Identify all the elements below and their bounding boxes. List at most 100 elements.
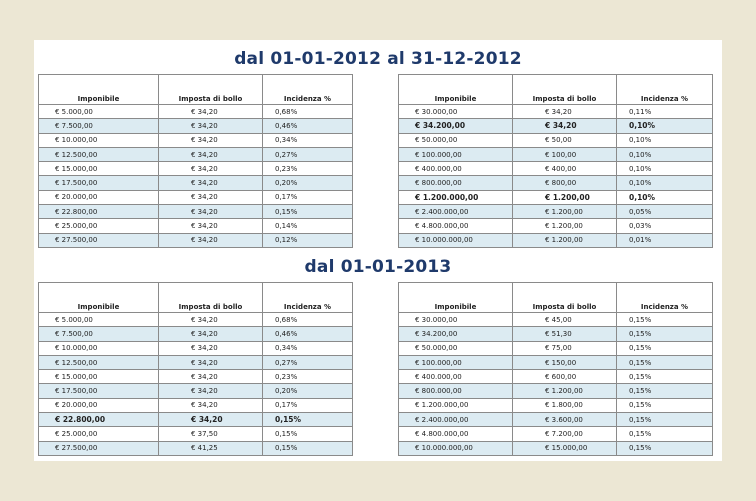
cell-imposta: € 41,25 (158, 440, 263, 456)
cell-incidenza: 0,27% (262, 146, 353, 163)
cell-incidenza: 0,23% (262, 161, 353, 177)
header-imposta-di-bollo: Imposta di bollo (512, 74, 617, 105)
table-2012-right: Imponibile Imposta di bollo Incidenza % … (398, 74, 713, 248)
header-imponibile: Imponibile (398, 74, 513, 105)
table-row: € 100.000,00 € 150,00 0,15% (398, 354, 713, 371)
cell-incidenza: 0,01% (616, 232, 713, 248)
table-row: € 5.000,00 € 34,20 0,68% (38, 103, 353, 120)
cell-incidenza: 0,17% (262, 189, 353, 206)
cell-incidenza: 0,10% (616, 118, 713, 134)
table-row: € 2.400.000,00 € 1.200,00 0,05% (398, 204, 713, 220)
cell-imposta: € 50,00 (512, 132, 617, 148)
cell-imposta: € 34,20 (158, 189, 263, 206)
cell-imponibile: € 7.500,00 (38, 118, 159, 134)
cell-imponibile: € 800.000,00 (398, 383, 513, 399)
cell-imponibile: € 27.500,00 (38, 440, 159, 456)
table-row: € 34.200,00 € 34,20 0,10% (398, 118, 713, 134)
table-row: € 4.800.000,00 € 1.200,00 0,03% (398, 218, 713, 234)
cell-incidenza: 0,15% (616, 426, 713, 442)
cell-imponibile: € 5.000,00 (38, 103, 159, 120)
cell-incidenza: 0,20% (262, 175, 353, 191)
cell-imposta: € 34,20 (512, 118, 617, 134)
cell-imposta: € 45,00 (512, 311, 617, 328)
cell-imposta: € 37,50 (158, 426, 263, 442)
cell-imponibile: € 800.000,00 (398, 175, 513, 191)
cell-imposta: € 150,00 (512, 354, 617, 371)
cell-imposta: € 34,20 (158, 132, 263, 148)
cell-incidenza: 0,15% (616, 383, 713, 399)
table-row: € 2.400.000,00 € 3.600,00 0,15% (398, 412, 713, 428)
cell-imponibile: € 22.800,00 (38, 204, 159, 220)
cell-imponibile: € 10.000.000,00 (398, 440, 513, 456)
table-row: € 25.000,00 € 34,20 0,14% (38, 218, 353, 234)
cell-incidenza: 0,10% (616, 132, 713, 148)
cell-imposta: € 1.200,00 (512, 189, 617, 206)
cell-imposta: € 34,20 (158, 146, 263, 163)
table-row: € 30.000,00 € 34,20 0,11% (398, 103, 713, 120)
table-row: € 30.000,00 € 45,00 0,15% (398, 311, 713, 328)
cell-imposta: € 34,20 (158, 232, 263, 248)
cell-incidenza: 0,15% (616, 397, 713, 414)
table-row: € 10.000,00 € 34,20 0,34% (38, 132, 353, 148)
cell-imposta: € 34,20 (158, 161, 263, 177)
cell-imposta: € 100,00 (512, 146, 617, 163)
cell-imponibile: € 15.000,00 (38, 161, 159, 177)
table-row: € 22.800,00 € 34,20 0,15% (38, 412, 353, 428)
table-row: € 10.000.000,00 € 1.200,00 0,01% (398, 232, 713, 248)
cell-imposta: € 34,20 (158, 218, 263, 234)
cell-imponibile: € 30.000,00 (398, 103, 513, 120)
table-row: € 50.000,00 € 50,00 0,10% (398, 132, 713, 148)
table-row: € 17.500,00 € 34,20 0,20% (38, 383, 353, 399)
table-row: € 1.200.000,00 € 1.800,00 0,15% (398, 397, 713, 414)
cell-imposta: € 34,20 (158, 412, 263, 428)
cell-incidenza: 0,34% (262, 340, 353, 356)
table-row: € 5.000,00 € 34,20 0,68% (38, 311, 353, 328)
cell-imponibile: € 20.000,00 (38, 397, 159, 414)
cell-imponibile: € 1.200.000,00 (398, 397, 513, 414)
header-incidenza: Incidenza % (616, 74, 713, 105)
cell-incidenza: 0,34% (262, 132, 353, 148)
cell-imponibile: € 15.000,00 (38, 369, 159, 385)
header-imponibile: Imponibile (38, 282, 159, 313)
table-row: € 400.000,00 € 600,00 0,15% (398, 369, 713, 385)
table-2012-left: Imponibile Imposta di bollo Incidenza % … (38, 74, 353, 248)
cell-incidenza: 0,15% (616, 369, 713, 385)
cell-imponibile: € 100.000,00 (398, 354, 513, 371)
cell-incidenza: 0,23% (262, 369, 353, 385)
cell-imposta: € 34,20 (512, 103, 617, 120)
table-row: € 22.800,00 € 34,20 0,15% (38, 204, 353, 220)
cell-imposta: € 3.600,00 (512, 412, 617, 428)
cell-imponibile: € 22.800,00 (38, 412, 159, 428)
header-imponibile: Imponibile (398, 282, 513, 313)
cell-imposta: € 1.200,00 (512, 204, 617, 220)
cell-incidenza: 0,15% (616, 326, 713, 342)
table-row: € 27.500,00 € 41,25 0,15% (38, 440, 353, 456)
cell-incidenza: 0,15% (262, 440, 353, 456)
cell-imponibile: € 25.000,00 (38, 426, 159, 442)
cell-incidenza: 0,46% (262, 326, 353, 342)
table-row: € 7.500,00 € 34,20 0,46% (38, 118, 353, 134)
header-incidenza: Incidenza % (262, 282, 353, 313)
table-row: € 800.000,00 € 800,00 0,10% (398, 175, 713, 191)
table-row: € 7.500,00 € 34,20 0,46% (38, 326, 353, 342)
cell-imponibile: € 34.200,00 (398, 118, 513, 134)
cell-incidenza: 0,10% (616, 146, 713, 163)
cell-imposta: € 1.200,00 (512, 232, 617, 248)
cell-imposta: € 800,00 (512, 175, 617, 191)
cell-imponibile: € 2.400.000,00 (398, 412, 513, 428)
cell-imposta: € 34,20 (158, 340, 263, 356)
cell-imposta: € 34,20 (158, 397, 263, 414)
cell-imponibile: € 25.000,00 (38, 218, 159, 234)
cell-imposta: € 600,00 (512, 369, 617, 385)
cell-imponibile: € 7.500,00 (38, 326, 159, 342)
table-row: € 800.000,00 € 1.200,00 0,15% (398, 383, 713, 399)
cell-imponibile: € 10.000,00 (38, 132, 159, 148)
cell-incidenza: 0,15% (616, 340, 713, 356)
cell-incidenza: 0,05% (616, 204, 713, 220)
cell-incidenza: 0,15% (262, 426, 353, 442)
cell-incidenza: 0,27% (262, 354, 353, 371)
cell-imponibile: € 20.000,00 (38, 189, 159, 206)
cell-incidenza: 0,15% (616, 412, 713, 428)
table-row: € 20.000,00 € 34,20 0,17% (38, 189, 353, 206)
cell-incidenza: 0,10% (616, 175, 713, 191)
